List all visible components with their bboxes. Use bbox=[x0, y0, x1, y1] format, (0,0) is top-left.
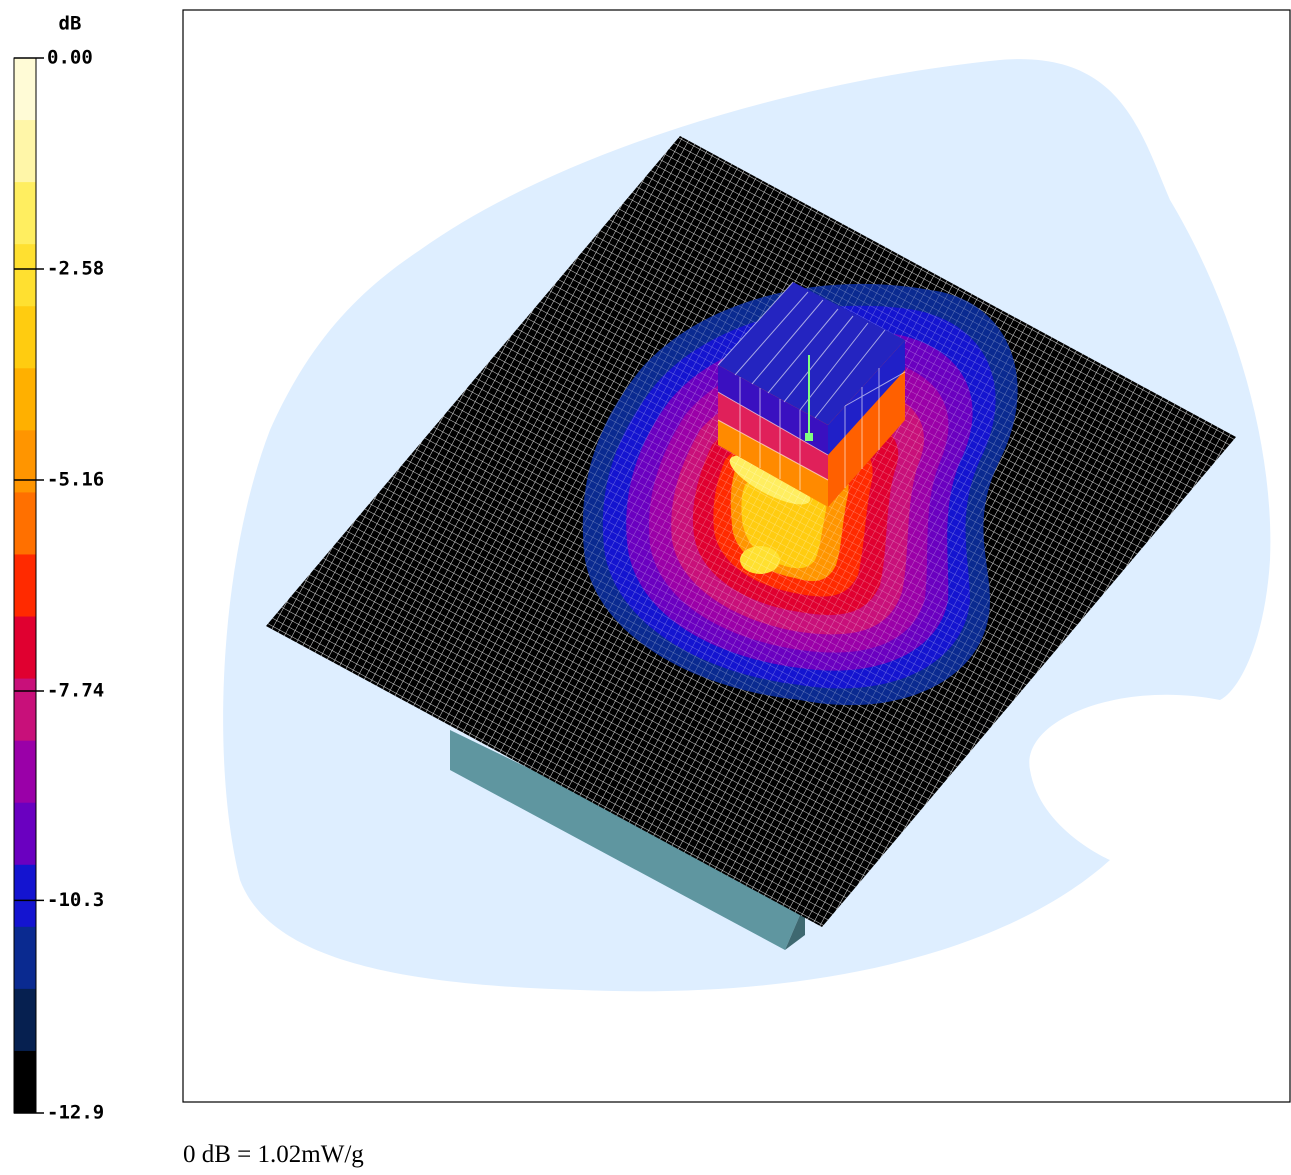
page: dB 0.00 -2.58 -5.16 -7.74 -10.3 -12.9 0 dB = … bbox=[0, 0, 1291, 1175]
colorbar-tick-label: -7.74 bbox=[47, 680, 104, 702]
colorbar-band bbox=[14, 1051, 36, 1114]
colorbar-band bbox=[14, 430, 36, 493]
colorbar-tick-label: -5.16 bbox=[47, 469, 104, 491]
colorbar-band bbox=[14, 679, 36, 742]
colorbar-band bbox=[14, 927, 36, 990]
colorbar-band bbox=[14, 182, 36, 245]
colorbar-band bbox=[14, 306, 36, 369]
colorbar-band bbox=[14, 989, 36, 1052]
colorbar-band bbox=[14, 120, 36, 183]
colorbar-band bbox=[14, 617, 36, 680]
annotation: 0 dB = 1.02mW/g bbox=[183, 1141, 364, 1168]
colorbar-band bbox=[14, 368, 36, 431]
colorbar-band bbox=[14, 554, 36, 617]
colorbar-tick-label: 0.00 bbox=[47, 47, 93, 69]
colorbar-label: dB bbox=[59, 13, 82, 35]
colorbar-band bbox=[14, 865, 36, 928]
plot-area bbox=[183, 10, 1291, 1102]
colorbar-band bbox=[14, 741, 36, 804]
colorbar-band bbox=[14, 58, 36, 121]
colorbar-band bbox=[14, 492, 36, 555]
colorbar-tick-label: -10.3 bbox=[47, 889, 104, 911]
colorbar: dB 0.00 -2.58 -5.16 -7.74 -10.3 -12.9 bbox=[14, 13, 104, 1124]
colorbar-band bbox=[14, 244, 36, 307]
colorbar-band bbox=[14, 803, 36, 866]
colorbar-tick-label: -2.58 bbox=[47, 258, 104, 280]
colorbar-tick-label: -12.9 bbox=[47, 1102, 104, 1124]
